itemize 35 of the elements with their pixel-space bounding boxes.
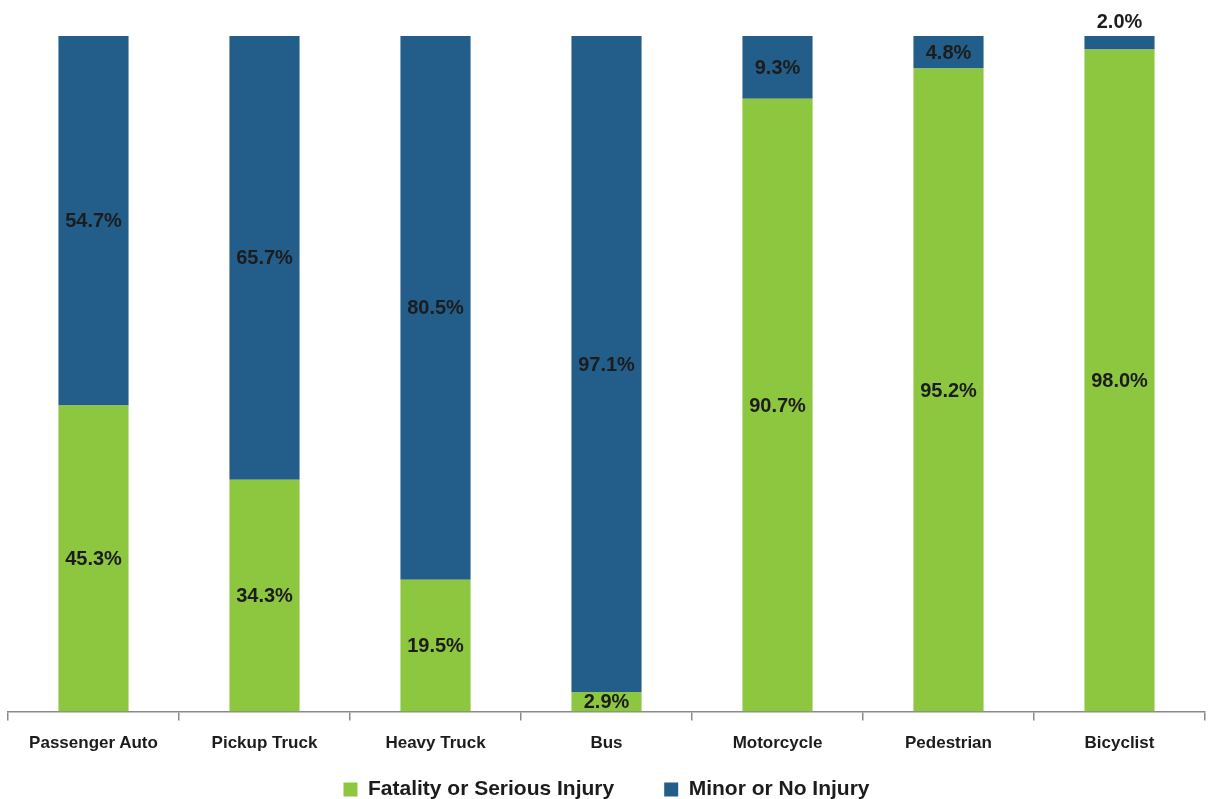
data-label: 65.7% [236, 246, 294, 269]
bar [229, 479, 300, 712]
data-label: 9.3% [754, 55, 801, 78]
bar [742, 36, 813, 99]
bar [58, 36, 129, 406]
bar [400, 36, 471, 580]
bar [58, 405, 129, 712]
bar [913, 68, 984, 712]
data-label: 54.7% [65, 209, 123, 232]
x-tick-label: Heavy Truck [385, 733, 487, 753]
data-label: 2.9% [583, 690, 630, 713]
bar [742, 98, 813, 712]
data-label: 90.7% [749, 393, 807, 416]
data-label: 95.2% [920, 378, 978, 401]
x-tick-label: Pedestrian [905, 733, 992, 753]
bar [1084, 49, 1155, 712]
bar [571, 36, 642, 693]
data-label: 4.8% [925, 40, 972, 63]
x-tick-label: Bus [590, 733, 623, 753]
data-label: 80.5% [407, 296, 465, 319]
x-tick-label: Pickup Truck [211, 733, 318, 753]
data-label: 34.3% [236, 584, 294, 607]
data-label: 97.1% [578, 352, 636, 375]
bar [1084, 36, 1155, 50]
data-label: 98.0% [1091, 369, 1149, 392]
legend-label: Fatality or Serious Injury [367, 776, 615, 799]
x-tick-label: Motorcycle [732, 733, 823, 753]
bar [400, 579, 471, 712]
data-label: 19.5% [407, 634, 465, 657]
x-tick-label: Passenger Auto [29, 733, 158, 753]
bar [229, 36, 300, 480]
x-tick-label: Bicyclist [1084, 733, 1155, 753]
data-label: 2.0% [1096, 9, 1143, 32]
data-label: 45.3% [65, 547, 123, 570]
legend-label: Minor or No Injury [688, 776, 870, 799]
